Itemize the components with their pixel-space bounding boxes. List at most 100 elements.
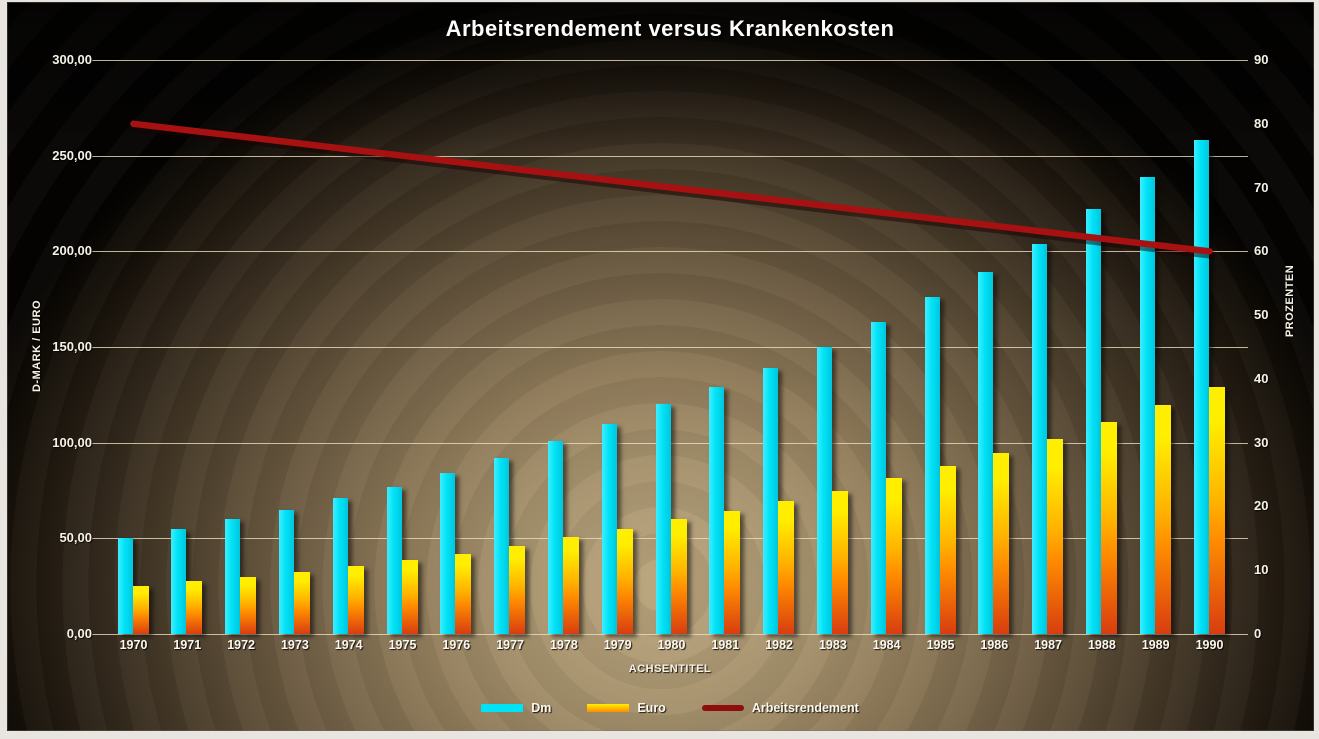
right-axis-tick-label: 30 xyxy=(1254,434,1269,450)
dm-bar xyxy=(117,538,133,634)
chart-legend: Dm Euro Arbeitsrendement xyxy=(100,701,1240,715)
x-axis-tick-label: 1971 xyxy=(173,638,202,652)
dm-bar xyxy=(547,440,563,634)
dm-bar xyxy=(924,297,940,634)
dm-bar xyxy=(870,322,886,634)
dm-bar xyxy=(440,473,456,634)
x-axis-tick-label: 1980 xyxy=(657,638,686,652)
dm-bar xyxy=(278,509,294,634)
right-axis-tick-label: 80 xyxy=(1254,115,1269,131)
right-axis-tick-label: 60 xyxy=(1254,243,1269,259)
x-axis-tick-label: 1983 xyxy=(818,638,847,652)
dm-legend-label: Dm xyxy=(531,701,552,715)
x-axis-tick-label: 1976 xyxy=(442,638,471,652)
legend-item-arbeitsrendement: Arbeitsrendement xyxy=(701,701,859,715)
x-axis-tick-label: 1979 xyxy=(603,638,632,652)
dm-bar xyxy=(1032,243,1048,634)
gridline xyxy=(92,60,1248,61)
euro-legend-swatch xyxy=(587,704,630,712)
euro-bar xyxy=(993,453,1010,634)
x-axis-tick-label: 1988 xyxy=(1087,638,1116,652)
dm-bar xyxy=(816,347,832,634)
arbeitsrendement-legend-label: Arbeitsrendement xyxy=(751,701,859,715)
right-axis-tick-label: 70 xyxy=(1254,179,1269,195)
right-axis-tick-label: 20 xyxy=(1254,498,1269,514)
right-axis-tick-label: 40 xyxy=(1254,370,1269,386)
euro-bar xyxy=(401,560,418,634)
euro-bar xyxy=(293,571,310,634)
x-axis-tick-label: 1981 xyxy=(711,638,740,652)
x-axis-tick-label: 1972 xyxy=(227,638,255,652)
dm-bar xyxy=(386,486,402,634)
chart-title: Arbeitsrendement versus Krankenkosten xyxy=(445,16,895,41)
euro-bar xyxy=(562,537,579,634)
x-axis-tick-label: 1986 xyxy=(980,638,1009,652)
euro-bar xyxy=(132,586,149,634)
right-axis-tick-label: 10 xyxy=(1254,562,1269,578)
euro-bar xyxy=(670,519,687,634)
euro-bar xyxy=(1100,421,1117,634)
x-axis-tick-label: 1985 xyxy=(926,638,955,652)
x-axis-tick-label: 1989 xyxy=(1141,638,1170,652)
left-axis-tick-label: 200,00 xyxy=(52,243,92,259)
euro-bar xyxy=(347,566,364,634)
gridline xyxy=(92,634,1248,635)
right-axis-title: PROZENTEN xyxy=(1284,264,1296,338)
dm-bar xyxy=(1193,140,1209,634)
left-axis-tick-label: 150,00 xyxy=(52,339,92,354)
x-axis-tick-label: 1974 xyxy=(334,638,363,652)
chart-canvas: Arbeitsrendement versus Krankenkosten 30… xyxy=(7,2,1314,731)
left-axis-tick-label: 300,00 xyxy=(52,52,92,67)
x-axis-tick-label: 1970 xyxy=(119,638,148,652)
euro-bar xyxy=(616,528,633,634)
arbeitsrendement-legend-swatch xyxy=(701,705,744,711)
euro-bar xyxy=(939,465,956,634)
euro-bar xyxy=(831,490,848,634)
dm-bar xyxy=(978,272,994,634)
arbeitsrendement-line xyxy=(132,124,1215,259)
dm-bar xyxy=(763,368,779,634)
legend-item-euro: Euro xyxy=(587,701,666,715)
euro-bar xyxy=(1154,405,1171,634)
dm-bar xyxy=(1085,209,1101,634)
dm-bar xyxy=(1139,176,1155,634)
dm-bar xyxy=(494,457,510,634)
dm-legend-swatch xyxy=(481,704,524,712)
gridline xyxy=(92,347,1248,348)
dm-bar xyxy=(601,423,617,634)
gridline xyxy=(92,155,1248,157)
dm-bar xyxy=(709,387,725,634)
euro-bar xyxy=(186,581,203,634)
euro-bar xyxy=(240,576,257,634)
euro-bar xyxy=(509,545,526,634)
dm-bar xyxy=(655,404,671,634)
dm-bar xyxy=(332,498,348,634)
right-axis-tick-label: 90 xyxy=(1254,52,1269,67)
right-axis-tick-label: 0 xyxy=(1254,626,1262,641)
arbeitsrendement-line xyxy=(130,120,1213,255)
x-axis-tick-label: 1978 xyxy=(549,638,578,652)
euro-bar xyxy=(778,501,795,634)
x-axis-tick-label: 1975 xyxy=(388,638,417,652)
x-axis-tick-label: 1982 xyxy=(765,638,793,652)
euro-bar xyxy=(724,510,741,634)
euro-bar xyxy=(1047,438,1064,634)
legend-item-dm: Dm xyxy=(481,701,551,715)
left-axis-tick-label: 0,00 xyxy=(66,626,92,641)
euro-bar xyxy=(455,553,472,634)
right-axis-tick-label: 50 xyxy=(1254,307,1269,323)
left-axis-tick-label: 250,00 xyxy=(52,147,92,163)
left-axis-tick-label: 100,00 xyxy=(52,434,92,450)
euro-bar xyxy=(1208,387,1225,634)
dm-bar xyxy=(171,528,187,634)
x-axis-tick-label: 1990 xyxy=(1195,638,1224,652)
euro-legend-label: Euro xyxy=(637,701,666,715)
x-axis-tick-label: 1987 xyxy=(1034,638,1062,652)
x-axis-tick-label: 1973 xyxy=(280,638,309,652)
euro-bar xyxy=(885,478,902,634)
x-axis-title: ACHSENTITEL xyxy=(628,663,712,675)
x-axis-tick-label: 1977 xyxy=(496,638,524,652)
x-axis-tick-label: 1984 xyxy=(872,638,901,652)
left-axis-title: D-MARK / EURO xyxy=(31,299,43,393)
dm-bar xyxy=(225,519,241,634)
